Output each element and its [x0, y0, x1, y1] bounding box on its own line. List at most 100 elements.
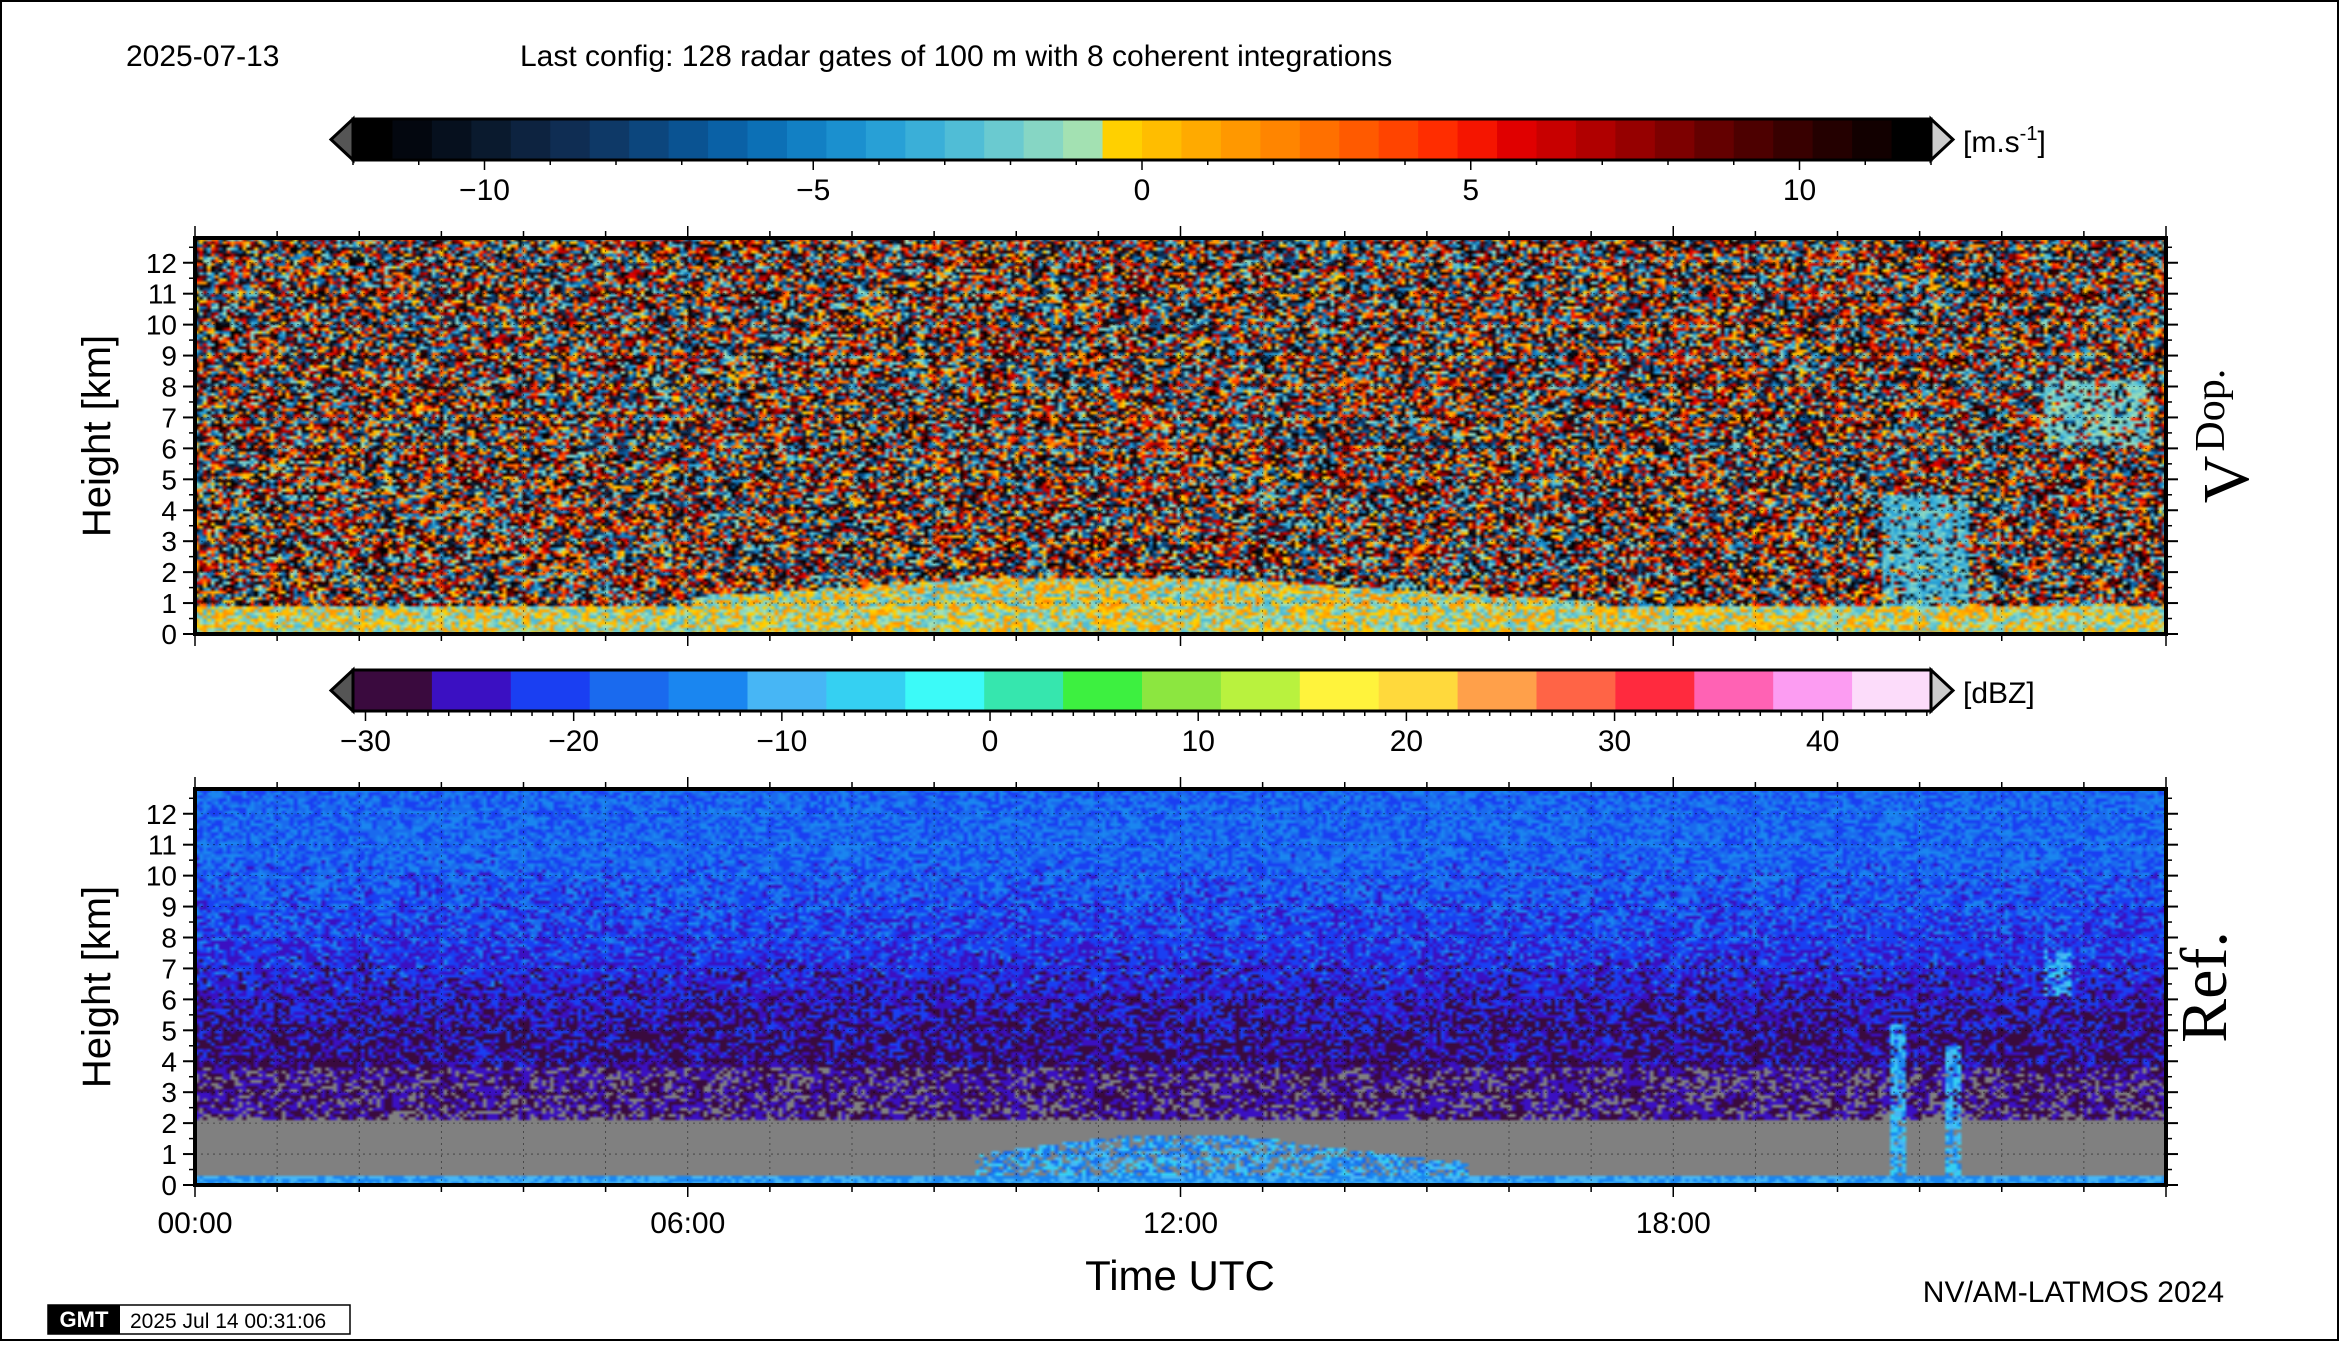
velocity-y-tick-label: 5: [161, 464, 177, 495]
velocity-colorbar-ticks: −10 −5 0 5 10: [352, 160, 1932, 207]
velocity-colorbar-color-cell: [1733, 119, 1774, 160]
velocity-y-tick-label: 11: [148, 279, 177, 310]
velocity-colorbar-color-cell: [668, 119, 709, 160]
reflectivity-colorbar-tick-label: 20: [1390, 725, 1423, 758]
velocity-colorbar: −10 −5 0 5 10 [m.s-1]: [328, 115, 2046, 207]
velocity-colorbar-color-cell: [944, 119, 985, 160]
reflectivity-colorbar-cells: [353, 670, 1932, 711]
reflectivity-y-tick-label: 1: [161, 1139, 177, 1170]
velocity-colorbar-color-cell: [747, 119, 788, 160]
config-label: Last config: 128 radar gates of 100 m wi…: [520, 40, 1392, 73]
reflectivity-colorbar-color-cell: [1378, 670, 1459, 711]
velocity-colorbar-color-cell: [1654, 119, 1695, 160]
velocity-colorbar-color-cell: [1142, 119, 1183, 160]
velocity-colorbar-color-cell: [1220, 119, 1261, 160]
reflectivity-y-tick-label: 7: [161, 953, 177, 984]
reflectivity-colorbar-ticks: −30 −20 −10 0 10 20 30 40: [340, 711, 1928, 758]
velocity-colorbar-tick-label: 0: [1134, 174, 1151, 207]
velocity-colorbar-color-cell: [1063, 119, 1104, 160]
velocity-y-tick-label: 4: [161, 495, 177, 526]
reflectivity-x-tick-label: 00:00: [157, 1207, 232, 1240]
velocity-y-tick-label: 6: [161, 433, 177, 464]
reflectivity-colorbar-color-cell: [431, 670, 512, 711]
reflectivity-colorbar-color-cell: [1142, 670, 1222, 711]
reflectivity-colorbar-color-cell: [1694, 670, 1774, 711]
reflectivity-colorbar-tick-label: 10: [1182, 725, 1215, 758]
velocity-colorbar-color-cell: [1457, 119, 1498, 160]
reflectivity-colorbar-color-cell: [1536, 670, 1616, 711]
reflectivity-y-tick-label: 12: [146, 799, 177, 830]
velocity-y-tick-label: 3: [161, 526, 177, 557]
velocity-panel-label: VDop.: [2188, 369, 2263, 504]
velocity-colorbar-color-cell: [1378, 119, 1419, 160]
velocity-panel-frame: [193, 236, 2168, 636]
velocity-colorbar-color-cell: [550, 119, 591, 160]
velocity-colorbar-color-cell: [629, 119, 670, 160]
velocity-gridlines: [195, 238, 2166, 634]
reflectivity-colorbar-tick-label: −20: [548, 725, 599, 758]
reflectivity-y-tick-label: 9: [161, 892, 177, 923]
reflectivity-colorbar-color-cell: [668, 670, 749, 711]
velocity-colorbar-color-cell: [1418, 119, 1459, 160]
reflectivity-colorbar-color-cell: [747, 670, 827, 711]
velocity-colorbar-color-cell: [708, 119, 749, 160]
velocity-colorbar-color-cell: [984, 119, 1025, 160]
reflectivity-colorbar-color-cell: [510, 670, 591, 711]
reflectivity-colorbar-tick-label: 30: [1598, 725, 1631, 758]
velocity-colorbar-underflow-triangle: [328, 115, 355, 164]
velocity-y-tick-label: 0: [161, 619, 177, 650]
velocity-y-tick-label: 10: [146, 310, 177, 341]
velocity-y-tick-label: 12: [146, 248, 177, 279]
reflectivity-y-tick-label: 3: [161, 1077, 177, 1108]
velocity-colorbar-color-cell: [510, 119, 551, 160]
velocity-colorbar-color-cell: [392, 119, 433, 160]
velocity-colorbar-color-cell: [471, 119, 512, 160]
date-label: 2025-07-13: [126, 40, 279, 73]
time-axis-label: Time UTC: [1085, 1252, 1275, 1299]
reflectivity-colorbar-tick-label: −30: [340, 725, 391, 758]
reflectivity-colorbar-tick-label: −10: [756, 725, 807, 758]
velocity-colorbar-color-cell: [1575, 119, 1616, 160]
reflectivity-y-tick-label: 8: [161, 923, 177, 954]
velocity-colorbar-cells: [353, 119, 1932, 160]
reflectivity-y-tick-label: 4: [161, 1046, 177, 1077]
velocity-colorbar-color-cell: [1339, 119, 1380, 160]
reflectivity-y-tick-label: 6: [161, 984, 177, 1015]
reflectivity-panel-frame: [193, 787, 2168, 1187]
velocity-colorbar-color-cell: [1023, 119, 1064, 160]
gmt-logo-text: GMT: [60, 1307, 109, 1332]
velocity-y-tick-label: 7: [161, 402, 177, 433]
reflectivity-colorbar-color-cell: [1615, 670, 1695, 711]
reflectivity-colorbar-color-cell: [1299, 670, 1380, 711]
velocity-colorbar-color-cell: [1181, 119, 1222, 160]
reflectivity-y-tick-label: 2: [161, 1108, 177, 1139]
gmt-logo: [48, 1305, 120, 1334]
velocity-y-tick-label: 2: [161, 557, 177, 588]
velocity-y-axis-label: Height [km]: [75, 335, 119, 537]
reflectivity-panel-label: Ref.: [2168, 931, 2241, 1043]
reflectivity-colorbar-tick-label: 0: [982, 725, 999, 758]
velocity-colorbar-color-cell: [589, 119, 630, 160]
reflectivity-colorbar-color-cell: [984, 670, 1064, 711]
reflectivity-y-axis-label: Height [km]: [75, 886, 119, 1088]
reflectivity-colorbar-overflow-triangle: [1929, 666, 1956, 715]
reflectivity-y-tick-label: 5: [161, 1015, 177, 1046]
velocity-colorbar-color-cell: [1102, 119, 1143, 160]
reflectivity-gridlines: [195, 789, 2166, 1185]
velocity-colorbar-color-cell: [1615, 119, 1656, 160]
reflectivity-colorbar-underflow-triangle: [328, 666, 355, 715]
timestamp-text: 2025 Jul 14 00:31:06: [130, 1310, 326, 1333]
velocity-colorbar-tick-label: −10: [459, 174, 510, 207]
velocity-colorbar-color-cell: [1536, 119, 1577, 160]
reflectivity-colorbar-tick-label: 40: [1806, 725, 1839, 758]
reflectivity-colorbar-unit: [dBZ]: [1963, 677, 2035, 710]
velocity-colorbar-color-cell: [905, 119, 946, 160]
reflectivity-colorbar-color-cell: [1457, 670, 1538, 711]
reflectivity-colorbar-color-cell: [826, 670, 906, 711]
velocity-colorbar-color-cell: [1260, 119, 1301, 160]
reflectivity-colorbar-color-cell: [353, 670, 433, 711]
